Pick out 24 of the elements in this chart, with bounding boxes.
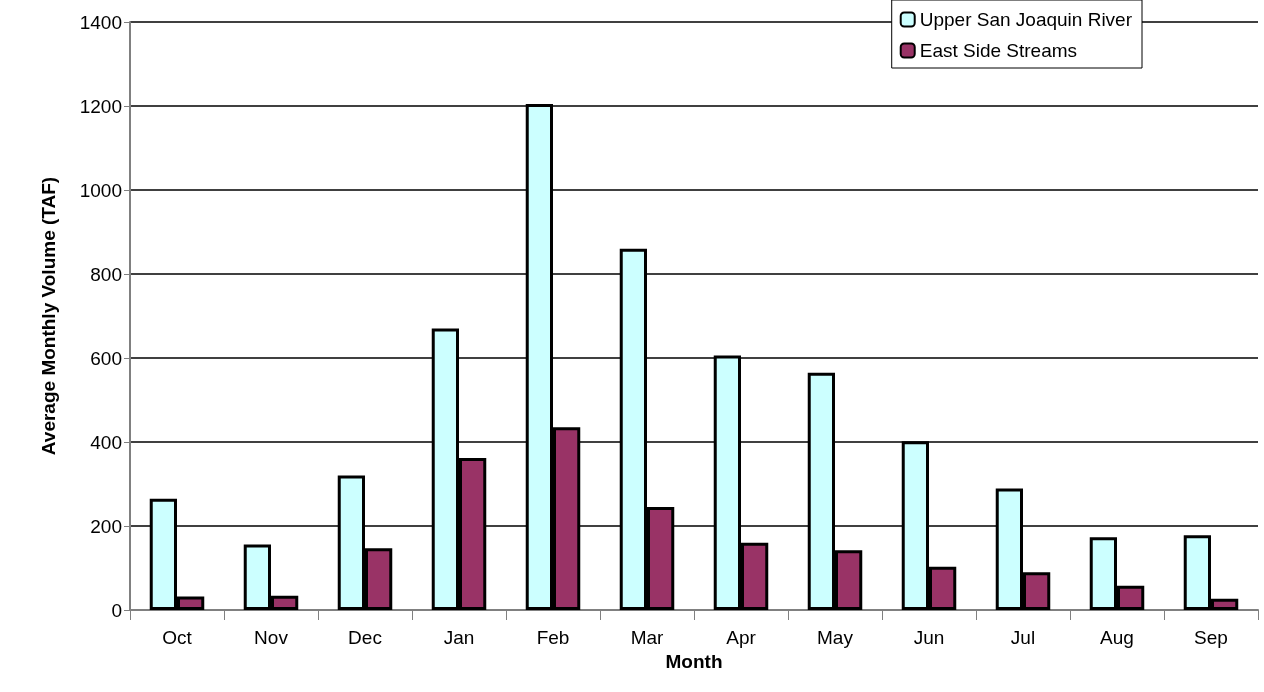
x-tick-label: Jun (913, 627, 945, 648)
legend-label: East Side Streams (919, 40, 1078, 61)
y-axis-title: Average Monthly Volume (TAF) (38, 176, 59, 456)
y-tick-label: 0 (111, 599, 122, 621)
y-tick-label: 1200 (79, 95, 122, 117)
y-tick-label: 400 (90, 431, 122, 453)
x-tick-label: Dec (348, 627, 382, 648)
y-tick-label: 800 (90, 263, 122, 285)
x-tick-label: Jul (1010, 627, 1036, 648)
x-tick-label: May (817, 627, 854, 648)
x-tick-label: Nov (254, 627, 289, 648)
x-tick-label: Aug (1100, 627, 1134, 648)
x-tick-label: Feb (536, 627, 570, 648)
x-tick-label: Oct (162, 627, 193, 648)
x-tick-label: Mar (630, 627, 665, 648)
y-tick-label: 600 (90, 347, 122, 369)
y-tick-label: 200 (90, 515, 122, 537)
y-tick-label: 1000 (79, 179, 122, 201)
x-tick-label: Apr (726, 627, 757, 648)
x-axis-title: Month (665, 650, 723, 672)
y-tick-label: 1400 (79, 11, 122, 33)
legend-label: Upper San Joaquin River (919, 9, 1133, 30)
x-tick-label: Sep (1194, 627, 1228, 648)
x-tick-label: Jan (443, 627, 475, 648)
